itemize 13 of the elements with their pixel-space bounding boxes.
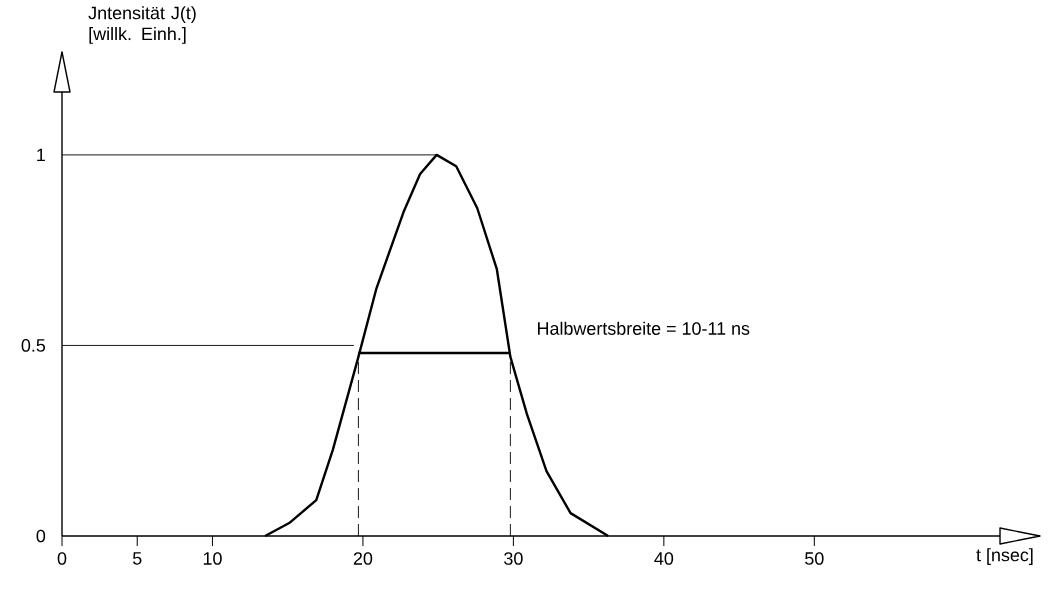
x-tick-label: 50 xyxy=(805,552,824,565)
x-tick-label: 5 xyxy=(132,552,142,565)
x-tick-label: 10 xyxy=(203,552,222,565)
x-tick-label: 0 xyxy=(57,552,67,565)
x-tick-label: 30 xyxy=(504,552,523,565)
y-tick-label: 1 xyxy=(37,148,45,162)
x-tick-label: 20 xyxy=(353,552,373,565)
y-tick-label: 0.5 xyxy=(21,339,46,352)
annotation: Halbwertsbreite = 10-11 ns xyxy=(538,321,750,335)
x-tick-label: 40 xyxy=(654,552,674,565)
x-axis-title: t [nsec] xyxy=(976,548,1033,565)
y-axis-title: Jntensität J(t) [willk. Einh.] xyxy=(88,6,196,44)
y-tick-label: 0 xyxy=(36,529,46,543)
